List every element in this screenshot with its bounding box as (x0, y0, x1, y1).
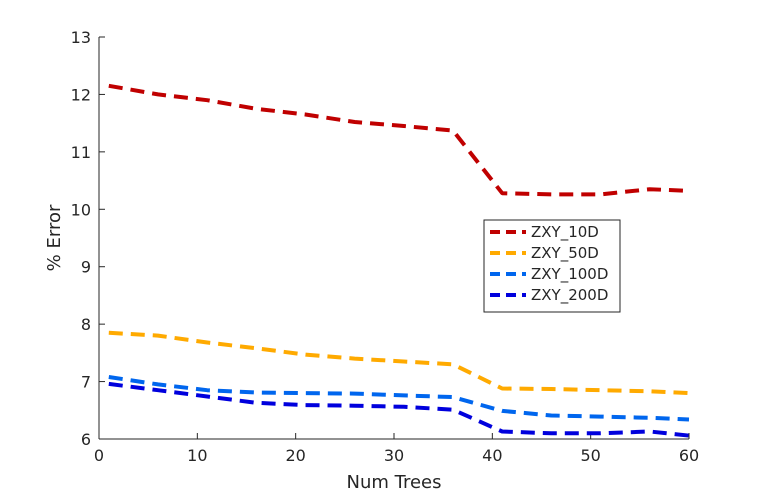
x-tick-label: 10 (187, 446, 207, 465)
x-tick-label: 40 (482, 446, 502, 465)
series-line-zxy-50d (108, 330, 690, 396)
legend: ZXY_10D ZXY_50D ZXY_100D ZXY_200D (483, 219, 621, 313)
series-lines (108, 83, 690, 438)
series-line-zxy-100d (108, 375, 690, 422)
y-tick-label: 11 (71, 143, 91, 162)
legend-label: ZXY_200D (531, 286, 608, 305)
y-tick-label: 7 (81, 373, 91, 392)
x-tick-label: 30 (384, 446, 404, 465)
legend-label: ZXY_100D (531, 265, 608, 284)
y-tick-label: 13 (71, 28, 91, 47)
y-tick-label: 12 (71, 85, 91, 104)
x-tick-label: 50 (580, 446, 600, 465)
y-tick-label: 10 (71, 200, 91, 219)
legend-label: ZXY_10D (531, 223, 599, 242)
series-line-zxy-200d (108, 381, 690, 438)
y-tick-label: 8 (81, 315, 91, 334)
x-tick-label: 20 (285, 446, 305, 465)
y-tick-label: 6 (81, 430, 91, 449)
axes: 0 10 20 30 40 50 60 6 7 8 9 10 11 12 13 (71, 28, 700, 465)
y-axis-label: % Error (44, 204, 65, 271)
x-tick-label: 60 (679, 446, 699, 465)
x-axis-label: Num Trees (346, 472, 441, 493)
legend-label: ZXY_50D (531, 244, 599, 263)
x-tick-label: 0 (94, 446, 104, 465)
series-line-zxy-10d (108, 83, 690, 197)
y-tick-label: 9 (81, 258, 91, 277)
